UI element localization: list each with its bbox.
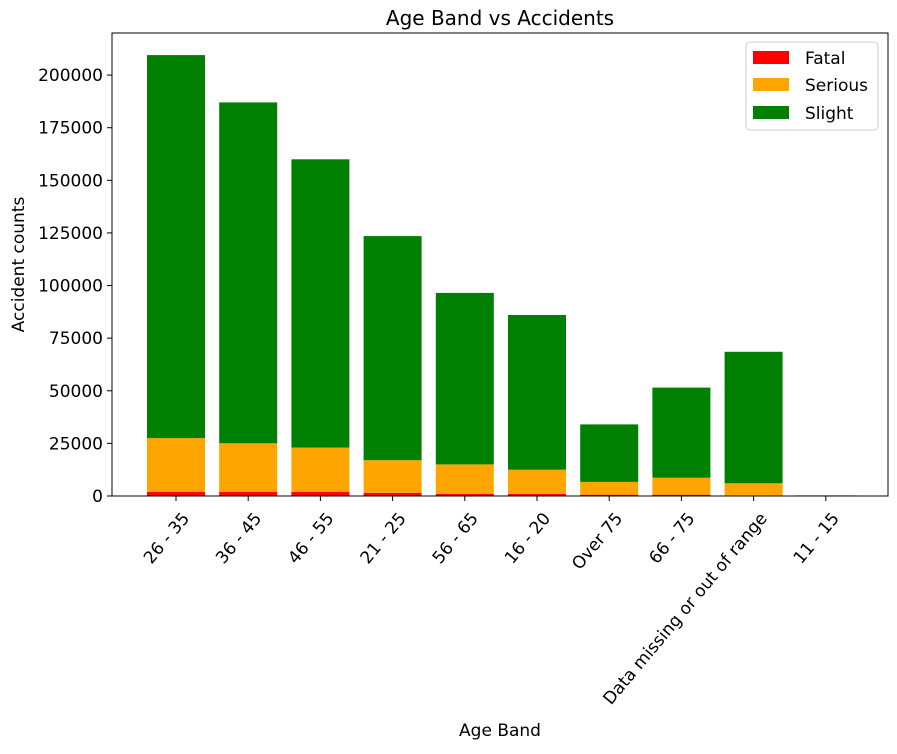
y-tick-label: 0 — [92, 487, 103, 507]
bar-fatal-36-45 — [219, 491, 278, 496]
bar-slight-36-45 — [219, 102, 278, 444]
legend-swatch-serious — [753, 78, 789, 91]
bar-serious-56-65 — [435, 464, 494, 494]
y-tick-label: 25000 — [49, 434, 103, 454]
bar-fatal-26-35 — [147, 491, 205, 496]
bar-slight-56-65 — [435, 292, 494, 465]
bar-fatal-66-75 — [652, 494, 711, 496]
x-axis-label: Age Band — [459, 721, 541, 741]
bar-serious-26-35 — [147, 438, 205, 492]
bar-slight-46-55 — [291, 159, 350, 448]
bar-slight-26-35 — [147, 55, 205, 439]
y-tick-label: 50000 — [49, 382, 103, 402]
y-tick-label: 200000 — [38, 66, 103, 86]
bar-slight-over-75 — [580, 424, 639, 482]
y-tick-label: 75000 — [49, 329, 103, 349]
legend-label-serious: Serious — [805, 76, 868, 96]
bar-slight-66-75 — [652, 387, 711, 478]
y-tick-label: 175000 — [38, 119, 103, 139]
y-tick-label: 100000 — [38, 277, 103, 297]
bar-serious-46-55 — [291, 447, 350, 492]
bars-layer — [147, 55, 855, 496]
bar-slight-21-25 — [363, 236, 422, 461]
legend-label-fatal: Fatal — [805, 49, 845, 69]
chart-title: Age Band vs Accidents — [386, 6, 614, 30]
plot-frame — [111, 32, 889, 497]
y-tick-label: 150000 — [38, 171, 103, 191]
legend: Fatal Serious Slight — [745, 41, 879, 131]
bar-serious-36-45 — [219, 443, 278, 492]
bar-fatal-56-65 — [435, 493, 494, 496]
bar-slight-data-missing-or-out-of-range — [724, 351, 783, 484]
bar-serious-21-25 — [363, 460, 422, 493]
bar-fatal-46-55 — [291, 491, 350, 496]
bar-fatal-16-20 — [508, 493, 566, 496]
legend-label-slight: Slight — [805, 104, 854, 124]
legend-swatch-slight — [753, 106, 789, 119]
bar-serious-66-75 — [652, 477, 711, 495]
bar-fatal-over-75 — [580, 494, 639, 496]
y-tick-label: 125000 — [38, 224, 103, 244]
legend-swatch-fatal — [753, 51, 789, 64]
bar-serious-16-20 — [508, 469, 566, 494]
y-axis-label: Accident counts — [9, 197, 29, 333]
bar-serious-data-missing-or-out-of-range — [724, 483, 783, 496]
y-axis: 0 25000 50000 75000 100000 125000 150000 175000… — [38, 66, 112, 507]
bar-fatal-21-25 — [363, 492, 422, 496]
bar-serious-over-75 — [580, 481, 639, 495]
bar-slight-16-20 — [508, 315, 566, 470]
